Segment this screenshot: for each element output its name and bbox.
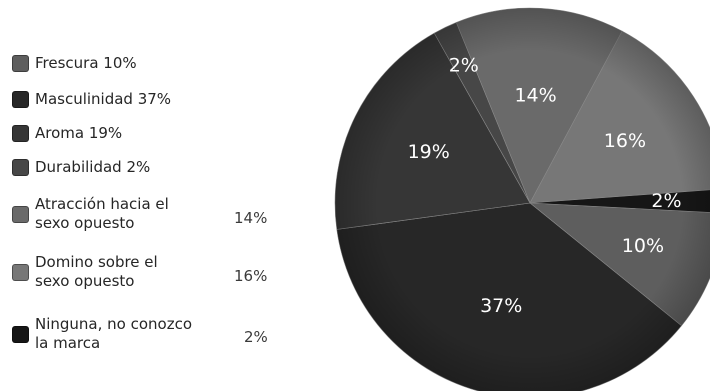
legend-item-durabilidad: Durabilidad 2% (12, 158, 150, 177)
legend-swatch-masculinidad (12, 91, 29, 108)
legend-swatch-ninguna (12, 325, 29, 343)
legend-item-masculinidad: Masculinidad 37% (12, 90, 171, 109)
pie-slice-label-2: 19% (408, 141, 450, 163)
pie-edge-shade (335, 8, 710, 391)
legend-swatch-durabilidad (12, 159, 29, 176)
pie-slice-label-4: 14% (514, 84, 556, 106)
pie-slice-label-1: 37% (480, 295, 522, 317)
legend-label-frescura: Frescura 10% (35, 54, 137, 72)
legend-label-atraccion: Atracción hacia el sexo opuesto (35, 195, 169, 232)
legend-swatch-aroma (12, 125, 29, 142)
legend-value-domino: 16% (234, 267, 268, 285)
legend-label-aroma: Aroma 19% (35, 124, 123, 142)
legend-item-atraccion: Atracción hacia el sexo opuesto (12, 195, 169, 233)
legend-swatch-atraccion (12, 205, 29, 223)
legend-label-masculinidad: Masculinidad 37% (35, 90, 172, 108)
legend-value-atraccion: 14% (234, 209, 268, 227)
pie-slice-label-0: 10% (622, 235, 664, 257)
chart-legend: Frescura 10% Masculinidad 37% Aroma 19% … (0, 0, 290, 391)
legend-label-durabilidad: Durabilidad 2% (35, 158, 151, 176)
pie-slice-label-5: 16% (604, 130, 646, 152)
legend-item-domino: Domino sobre el sexo opuesto (12, 253, 158, 291)
pie-slice-label-3: 2% (449, 55, 479, 77)
legend-swatch-frescura (12, 55, 29, 72)
legend-item-aroma: Aroma 19% (12, 124, 122, 143)
legend-swatch-domino (12, 263, 29, 281)
legend-item-ninguna: Ninguna, no conozco la marca (12, 315, 192, 353)
legend-item-frescura: Frescura 10% (12, 54, 137, 73)
legend-value-ninguna: 2% (244, 328, 268, 346)
legend-label-domino: Domino sobre el sexo opuesto (35, 253, 158, 290)
pie-slice-label-6: 2% (651, 190, 681, 212)
legend-label-ninguna: Ninguna, no conozco la marca (35, 315, 193, 352)
